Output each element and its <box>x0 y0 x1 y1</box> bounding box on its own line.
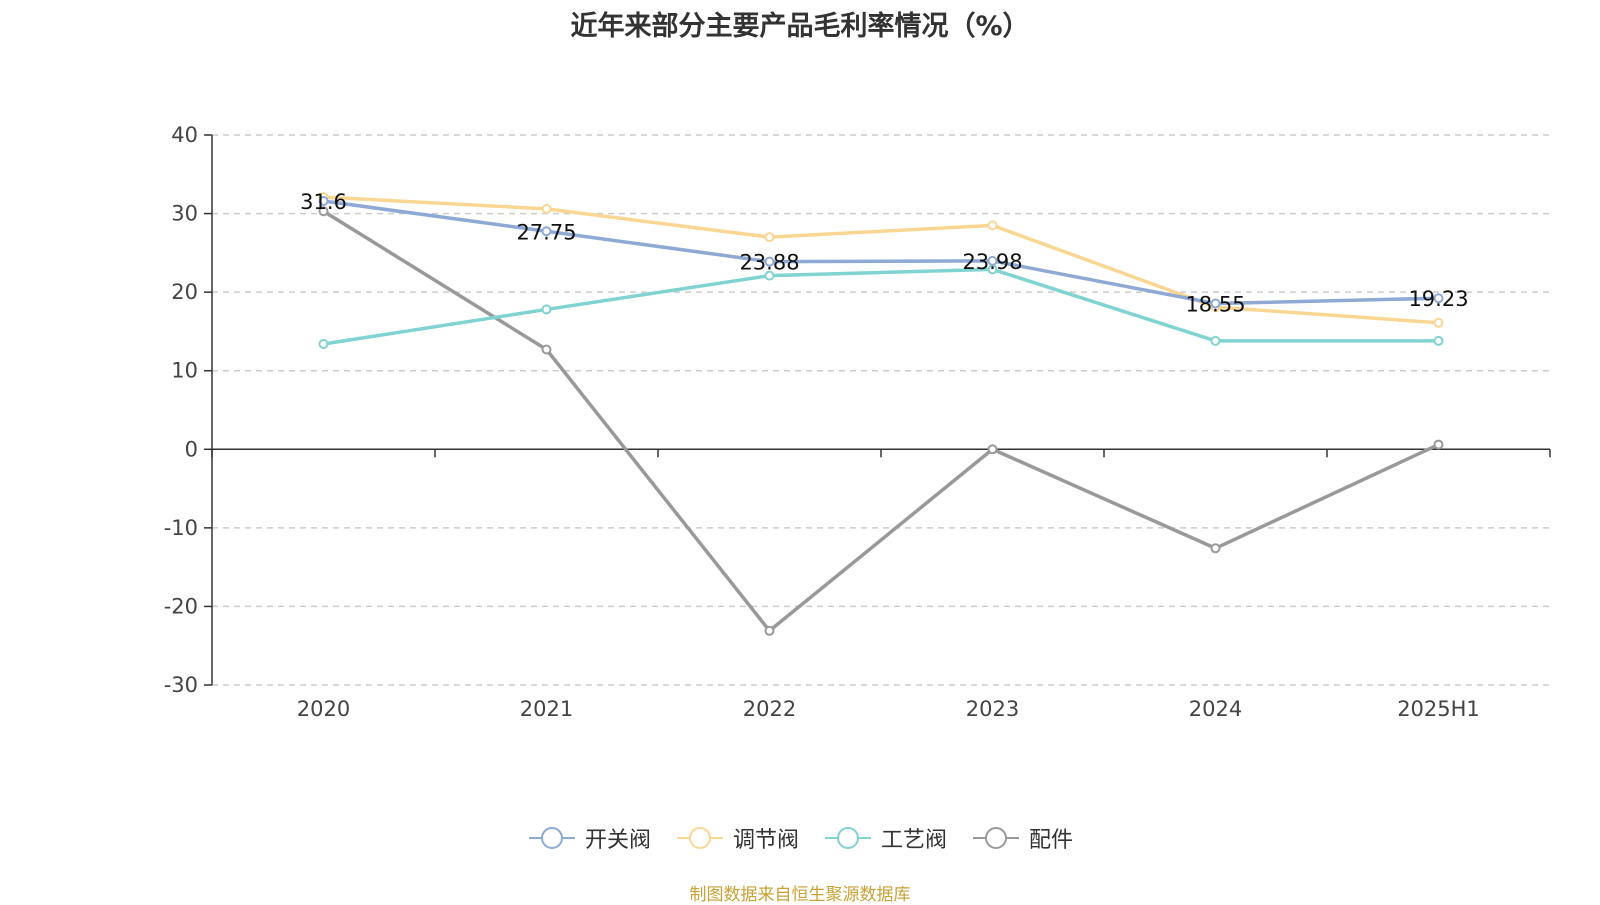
data-point <box>541 304 552 315</box>
data-point <box>987 220 998 231</box>
data-point <box>541 203 552 214</box>
x-tick-label: 2024 <box>1189 697 1242 721</box>
data-point <box>1433 335 1444 346</box>
data-label: 19.23 <box>1408 287 1468 311</box>
line-chart: 40 30 20 10 0 -10 -20 -30 2020 2021 2022 2023 2024 20… <box>164 123 1551 721</box>
data-point <box>764 256 775 267</box>
data-point <box>764 270 775 281</box>
y-tick-label: 20 <box>171 280 198 304</box>
legend: 开关阀 调节阀 工艺阀 配件 <box>0 822 1600 854</box>
y-tick-label: 10 <box>171 359 198 383</box>
axes: 40 30 20 10 0 -10 -20 -30 2020 2021 2022 2023 2024 20… <box>164 123 1551 721</box>
y-tick-label: 0 <box>185 437 198 461</box>
data-label: 31.6 <box>300 190 347 214</box>
series-line <box>322 209 1440 633</box>
x-tick-label: 2025H1 <box>1397 697 1480 721</box>
data-point <box>764 232 775 243</box>
data-point <box>1433 293 1444 304</box>
data-label: 18.55 <box>1185 293 1245 317</box>
data-point <box>541 226 552 237</box>
data-label: 23.98 <box>962 250 1022 274</box>
data-point <box>541 344 552 355</box>
y-tick-label: 40 <box>171 123 198 147</box>
legend-label: 调节阀 <box>732 828 799 853</box>
data-point <box>1210 335 1221 346</box>
legend-item-2[interactable]: 调节阀 <box>675 822 799 854</box>
source-note: 制图数据来自恒生聚源数据库 <box>689 885 911 905</box>
data-point <box>1433 317 1444 328</box>
data-label: 27.75 <box>516 220 576 244</box>
x-tick-label: 2023 <box>966 697 1019 721</box>
grid-lines <box>212 134 1550 686</box>
data-labels: 31.6 27.75 23.88 23.98 18.55 19.23 <box>300 190 1468 317</box>
chart-title: 近年来部分主要产品毛利率情况（%） <box>570 11 1030 42</box>
series-line <box>323 195 1439 325</box>
legend-swatch <box>825 827 871 849</box>
y-tick-label: -10 <box>164 516 198 540</box>
y-tick-label: 30 <box>171 202 198 226</box>
data-point <box>987 255 998 266</box>
data-point <box>318 339 329 349</box>
y-tick-label: -30 <box>164 673 198 697</box>
series-2 <box>318 192 1444 328</box>
legend-swatch <box>973 827 1020 849</box>
series-line <box>323 267 1439 346</box>
legend-item-1[interactable]: 开关阀 <box>527 822 651 854</box>
data-point <box>764 625 775 636</box>
data-point <box>1210 298 1221 309</box>
series-4 <box>318 206 1444 636</box>
legend-swatch <box>676 827 723 849</box>
series-3 <box>318 264 1444 349</box>
x-tick-label: 2021 <box>520 697 573 721</box>
legend-swatch <box>528 827 575 849</box>
series-1 <box>318 196 1444 309</box>
data-point <box>1433 439 1444 450</box>
x-tick-label: 2020 <box>297 697 350 721</box>
series-lines <box>318 192 1444 636</box>
data-point <box>987 444 998 455</box>
data-point <box>318 196 329 206</box>
legend-item-4[interactable]: 配件 <box>971 822 1073 854</box>
x-tick-label: 2022 <box>743 697 796 721</box>
data-point <box>318 206 329 217</box>
data-label: 23.88 <box>739 251 799 275</box>
y-tick-label: -20 <box>164 594 198 618</box>
data-point <box>1210 543 1221 554</box>
legend-label: 开关阀 <box>584 828 651 853</box>
legend-item-3[interactable]: 工艺阀 <box>823 822 947 854</box>
legend-label: 工艺阀 <box>881 828 948 853</box>
series-line <box>323 199 1439 306</box>
legend-label: 配件 <box>1029 828 1074 853</box>
